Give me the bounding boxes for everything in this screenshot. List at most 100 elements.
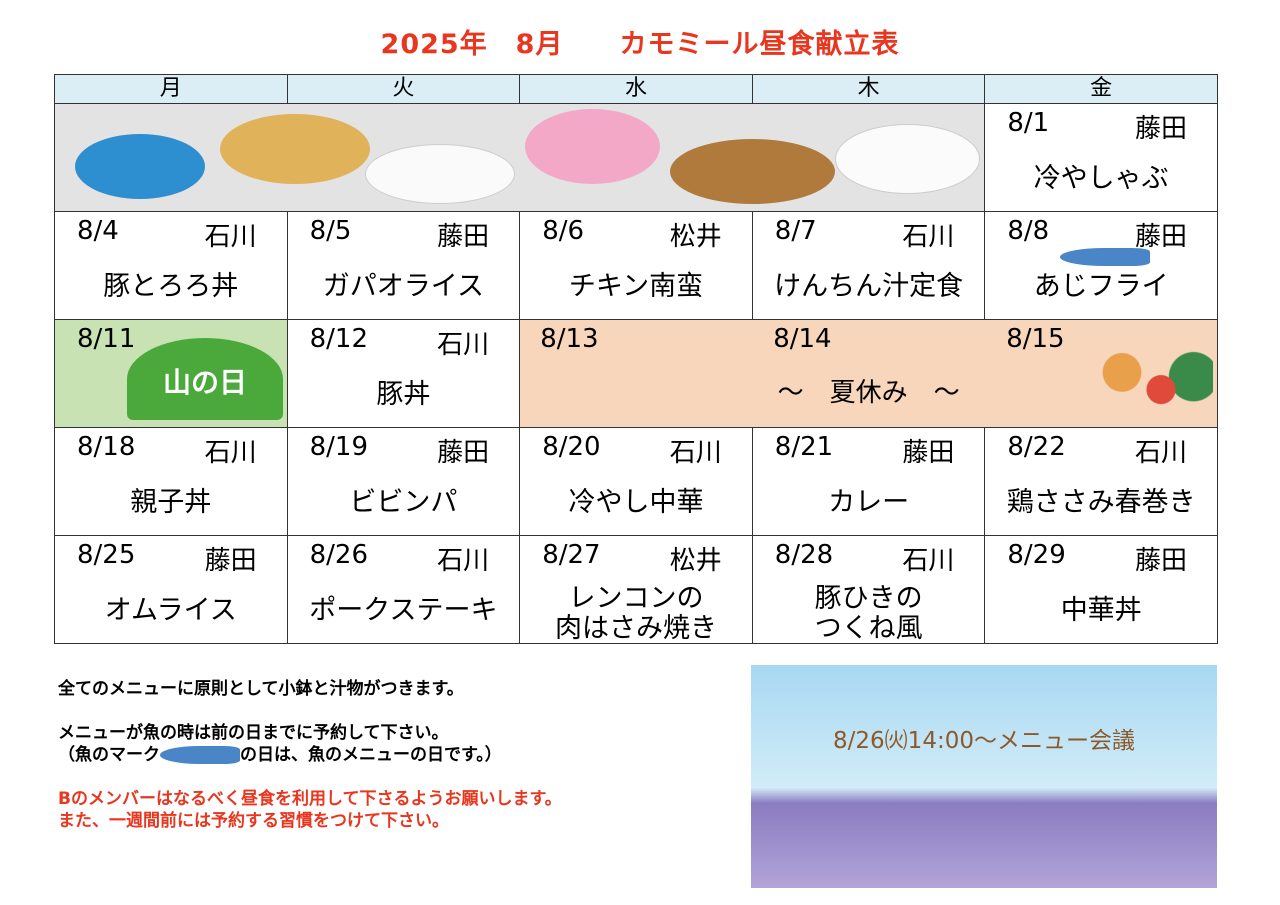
date: 8/11: [77, 324, 136, 354]
day-cell: 8/12 石川 豚丼: [286, 319, 521, 428]
cook: 石川: [669, 438, 722, 468]
menu-item: ビビンパ: [349, 487, 458, 518]
weekday-fri: 金: [984, 74, 1218, 104]
cook: 藤田: [437, 222, 490, 252]
week-4: 8/18 石川 親子丼 8/19 藤田 ビビンパ 8/20 石川 冷やし中華 8/21 藤田 カレー 8…: [54, 427, 1218, 536]
menu-line: レンコンの: [568, 583, 704, 614]
summer-vacation-cell: 8/13 8/14 8/15 ～ 夏休み ～: [519, 319, 1218, 428]
menu-line: つくね風: [814, 613, 923, 644]
menu-item: 鶏ささみ春巻き: [1006, 487, 1196, 518]
week-2: 8/4 石川豚とろろ丼 8/5 藤田ガパオライス 8/6 松井 チキン南蛮 8/7 石川けんちん…: [54, 211, 1218, 320]
date: 8/21: [774, 432, 834, 462]
menu-line: 肉はさみ焼き: [554, 613, 717, 644]
date: 8/22: [1007, 432, 1066, 462]
day-cell: 8/25 藤田オムライス: [54, 535, 288, 644]
date: 8/8: [1007, 216, 1050, 246]
menu-item: カレー: [828, 487, 910, 518]
day-cell: 8/20 石川冷やし中華: [519, 427, 753, 536]
day-cell: 8/29 藤田中華丼: [984, 535, 1218, 644]
menu-item: 豚丼: [376, 379, 431, 410]
menu-item: 親子丼: [130, 487, 212, 518]
date: 8/20: [542, 432, 601, 462]
date: 8/1: [1007, 108, 1050, 138]
day-cell: 8/26 石川 ポークステーキ: [286, 535, 521, 644]
day-cell: 8/18 石川親子丼: [54, 427, 288, 536]
day-cell: 8/8 藤田あじフライ: [984, 211, 1218, 320]
menu-item: オムライス: [104, 595, 237, 626]
date: 8/18: [77, 432, 136, 462]
date: 8/15: [1006, 324, 1065, 354]
weekday-mon: 月: [54, 74, 288, 104]
fish-icon: [1060, 248, 1151, 266]
cat-illustration: [220, 114, 370, 184]
note-text: の日は、魚のメニューの日です。）: [240, 745, 502, 765]
weekday-tue: 火: [286, 74, 521, 104]
week-3: 8/11 山の日 8/12 石川 豚丼 8/13 8/14 8/15 ～ 夏休み…: [54, 319, 1218, 428]
date: 8/4: [77, 216, 119, 246]
menu-calendar: 月 火 水 木 金 8/1 藤田 冷やしゃぶ 8/4 石川 豚とろろ丼 8/5 藤田 ガパ…: [53, 74, 1218, 644]
date: 8/28: [774, 540, 834, 570]
menu-item: ガパオライス: [322, 271, 484, 302]
notes: 全てのメニューに原則として小鉢と汁物がつきます。 メニューが魚の時は前の日までに…: [58, 678, 562, 832]
menu-item: 豚ひきの つくね風: [753, 584, 985, 644]
cook: 石川: [437, 330, 490, 360]
page-title: 2025年 8月 カモミール昼食献立表: [380, 29, 900, 60]
cook: 藤田: [204, 546, 257, 576]
date: 8/5: [309, 216, 352, 246]
note-text: （魚のマーク: [58, 745, 160, 765]
cook: 藤田: [1134, 222, 1187, 252]
date: 8/7: [774, 216, 817, 246]
week-1: 8/1 藤田 冷やしゃぶ: [53, 103, 1218, 212]
day-cell: 8/5 藤田ガパオライス: [286, 211, 521, 320]
menu-item: ポークステーキ: [309, 595, 498, 626]
date: 8/14: [773, 324, 832, 354]
date: 8/25: [77, 540, 136, 570]
week-5: 8/25 藤田 オムライス 8/26 石川 ポークステーキ 8/27 松井 レンコンの 肉はさみ焼…: [54, 535, 1218, 644]
menu-line: 豚ひきの: [814, 583, 923, 614]
note-side-dishes: 全てのメニューに原則として小鉢と汁物がつきます。: [58, 679, 464, 699]
day-cell: 8/28 石川豚ひきの つくね風: [751, 535, 986, 644]
weekday-thu: 木: [751, 74, 986, 104]
cook: 石川: [204, 438, 257, 468]
note-fish-reservation: メニューが魚の時は前の日までに予約して下さい。: [58, 723, 449, 743]
date: 8/13: [540, 324, 599, 354]
menu-item: 豚とろろ丼: [103, 271, 239, 302]
bear-illustration: [835, 124, 980, 194]
animal-illustration: [53, 103, 986, 212]
fish-icon: [160, 746, 240, 764]
family-travel-illustration: [1083, 338, 1213, 424]
cook: 藤田: [1134, 546, 1187, 576]
date: 8/19: [309, 432, 368, 462]
date: 8/29: [1007, 540, 1066, 570]
cook: 松井: [669, 546, 722, 576]
mountain-day-illustration: 山の日: [127, 338, 283, 420]
weekday-wed: 水: [519, 74, 753, 104]
meeting-banner: 8/26㈫14:00～メニュー会議: [751, 665, 1217, 888]
note-reservation-habit: また、一週間前には予約する習慣をつけて下さい。: [58, 811, 449, 831]
cook: 藤田: [437, 438, 490, 468]
cook: 石川: [902, 546, 955, 576]
dog-illustration: [365, 144, 515, 204]
cook: 石川: [1134, 438, 1187, 468]
date: 8/6: [542, 216, 585, 246]
holiday-cell: 8/11 山の日: [54, 319, 288, 428]
menu-item: チキン南蛮: [568, 271, 704, 302]
cook: 藤田: [902, 438, 955, 468]
rabbit-illustration: [525, 109, 660, 184]
day-cell: 8/6 松井 チキン南蛮: [519, 211, 753, 320]
menu-item: けんちん汁定食: [774, 271, 964, 302]
day-cell: 8/4 石川豚とろろ丼: [54, 211, 288, 320]
cook: 石川: [902, 222, 955, 252]
meeting-text: 8/26㈫14:00～メニュー会議: [833, 728, 1135, 754]
penguin-illustration: [75, 134, 205, 199]
note-request: Bのメンバーはなるべく昼食を利用して下さるようお願いします。: [58, 789, 562, 809]
menu-item: あじフライ: [1033, 271, 1169, 302]
day-cell: 8/7 石川けんちん汁定食: [751, 211, 986, 320]
weekday-header: 月 火 水 木 金: [54, 74, 1218, 104]
menu-item: 冷やし中華: [568, 487, 704, 518]
cook: 石川: [204, 222, 257, 252]
cook: 藤田: [1134, 114, 1187, 144]
note-fish-mark: （魚のマーク の日は、魚のメニューの日です。）: [58, 744, 562, 766]
menu-item: 中華丼: [1060, 595, 1142, 626]
day-cell: 8/21 藤田カレー: [751, 427, 986, 536]
